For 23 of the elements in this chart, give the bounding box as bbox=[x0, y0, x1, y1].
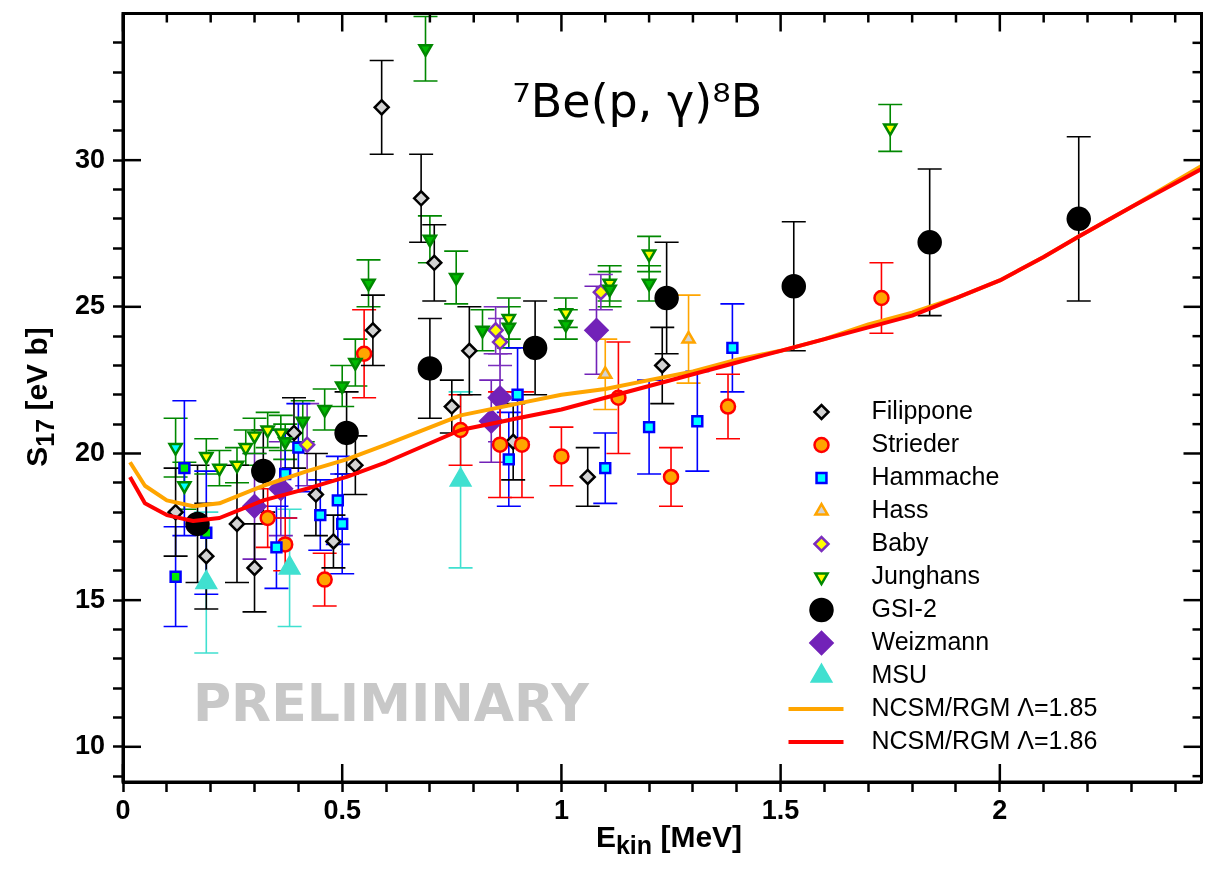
y-tick-label: 10 bbox=[74, 730, 105, 761]
x-axis-title: E$_{kin}$ [MeV] bbox=[595, 820, 743, 859]
legend-label: Junghans bbox=[871, 560, 980, 589]
legend-label: GSI-2 bbox=[871, 593, 937, 622]
legend-label: Strieder bbox=[871, 428, 960, 457]
y-tick-label: 15 bbox=[74, 583, 105, 614]
legend-label: MSU bbox=[871, 659, 928, 688]
x-tick-label: 0 bbox=[115, 794, 131, 825]
x-tick-label: 0.5 bbox=[323, 794, 361, 825]
legend-label: NCSM/RGM Λ=1.86 bbox=[871, 725, 1098, 754]
legend-label: Hass bbox=[871, 494, 929, 523]
y-tick-label: 30 bbox=[74, 143, 105, 174]
x-tick-label: 1.5 bbox=[761, 794, 800, 825]
legend-label: Hammache bbox=[871, 461, 1000, 490]
text: ⁷Be(p, γ)⁸B bbox=[512, 74, 763, 129]
y-tick-label: 25 bbox=[74, 290, 105, 321]
x-tick-label: 1 bbox=[553, 794, 569, 825]
y-tick-label: 20 bbox=[74, 436, 105, 467]
x-tick-label: 2 bbox=[992, 794, 1008, 825]
legend-label: Filippone bbox=[871, 395, 973, 424]
legend-label: NCSM/RGM Λ=1.85 bbox=[871, 692, 1098, 721]
legend-label: Baby bbox=[871, 527, 929, 556]
legend-label: Weizmann bbox=[871, 626, 990, 655]
